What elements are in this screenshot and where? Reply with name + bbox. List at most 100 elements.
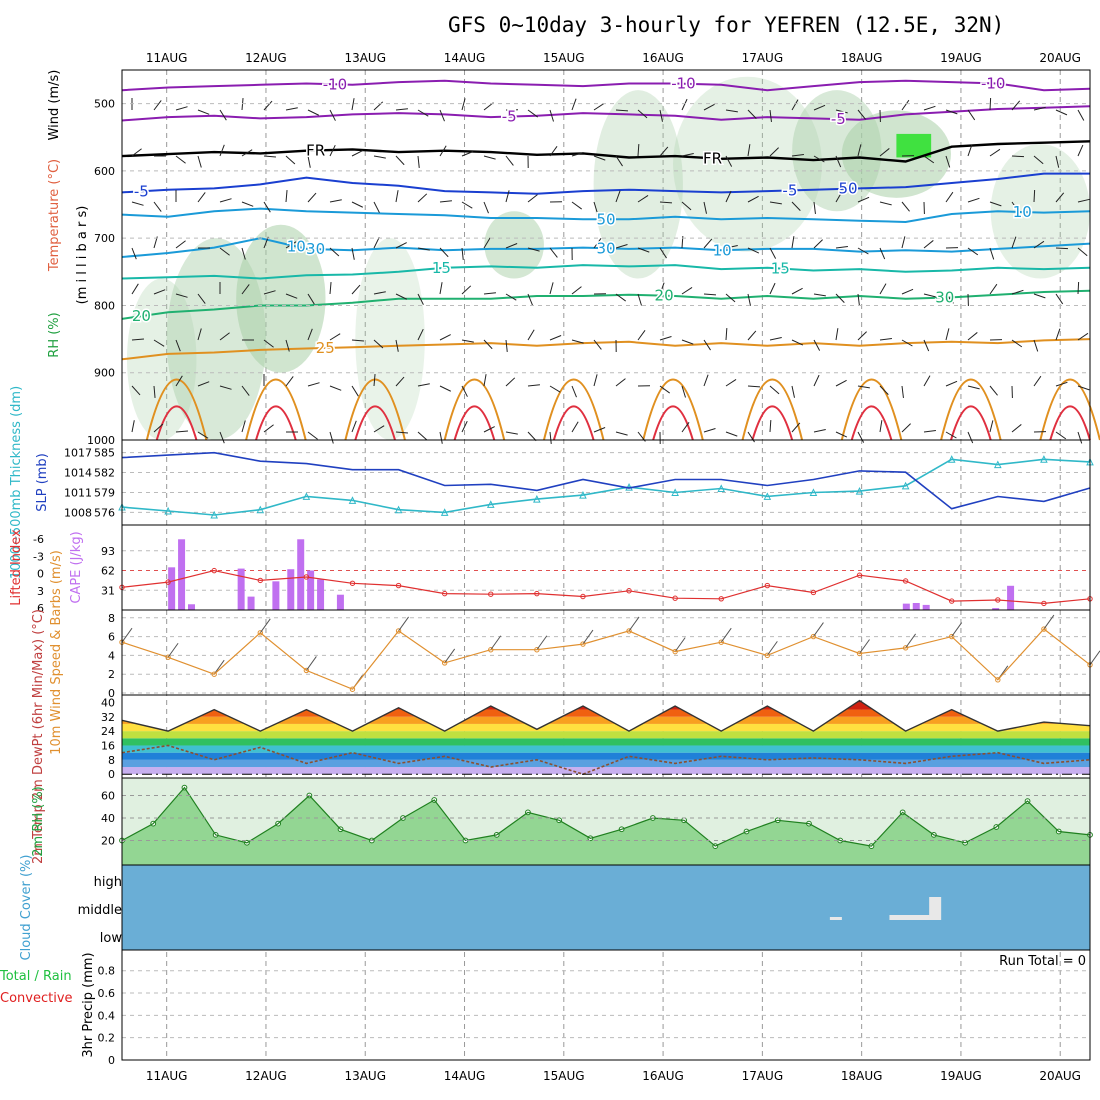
wind-barb (989, 420, 994, 433)
wind-barb (901, 423, 911, 433)
wind-barb (395, 108, 408, 111)
wind-barb (951, 622, 963, 637)
cape-ylabel: CAPE (J/kg) (69, 531, 84, 603)
bottom-date-label: 18AUG (841, 1069, 883, 1083)
wind-barb (1033, 189, 1036, 203)
cape-bar (902, 603, 910, 610)
wind-barb (835, 109, 848, 114)
wind-barb (527, 194, 538, 203)
wind-barb (769, 201, 782, 205)
wind-barb (901, 339, 913, 347)
wind-barb (901, 201, 910, 212)
wind-barb (197, 381, 210, 387)
contour-label: -5 (782, 181, 797, 199)
wind-barb (373, 425, 385, 433)
wind-barb (835, 328, 839, 341)
wind-barb (444, 648, 456, 664)
wind-barb (901, 236, 906, 249)
wind-barb (703, 339, 711, 351)
wind-barb (307, 192, 317, 203)
wind-barb (967, 197, 980, 203)
precip-legend: Total / Rain Convective (0, 969, 73, 1006)
wind-barb (615, 244, 628, 249)
wind-barb (329, 109, 336, 121)
li-tick-label: 0 (37, 568, 44, 581)
wind-barb (1077, 247, 1088, 257)
wind-barb (967, 247, 979, 256)
precip-convective-label: Convective (0, 991, 73, 1006)
wind-barb (835, 191, 843, 203)
precip-tick-label: 0.6 (98, 987, 116, 1000)
wind-barb (153, 423, 164, 433)
wind-barb (131, 385, 141, 396)
dewpoint-line (121, 744, 1091, 776)
isotherm-line (354, 405, 396, 441)
isotherm-line (642, 378, 704, 441)
wind-barb (879, 338, 892, 341)
isotherm-line (121, 140, 1091, 163)
wind-barb (989, 97, 992, 111)
wind-barb (615, 109, 629, 112)
wind-barb (923, 105, 936, 111)
wind-barb (197, 293, 206, 304)
wind-barb (857, 431, 865, 443)
wind-point (349, 686, 356, 692)
top-date-label: 12AUG (245, 51, 287, 65)
cape-tick-label: 31 (101, 584, 115, 597)
contour-label: -5 (831, 110, 846, 128)
wind-barb (923, 339, 930, 352)
wind-barb (1089, 650, 1100, 666)
cloud-ylabel: Cloud Cover (%) (19, 855, 34, 961)
precip-axis-label: 3hr Precip (mm) (81, 952, 96, 1057)
wind-barb (923, 430, 936, 433)
pressure-tick-label: 1000 (87, 434, 115, 447)
wind-barb (813, 429, 826, 433)
wind-barb (923, 240, 934, 249)
wind-barb (417, 193, 428, 203)
wind-barb (417, 293, 424, 305)
wind-barb (1055, 155, 1060, 168)
wind-barb (131, 247, 137, 260)
isotherm-line (155, 405, 198, 441)
wind-barb (901, 288, 914, 295)
contour-label: -10 (671, 75, 696, 93)
wind-barb (131, 201, 144, 206)
wind-barb (901, 385, 904, 398)
wind-barb (329, 247, 340, 257)
wind-barb (813, 155, 825, 163)
wind-barb (373, 339, 384, 349)
wind-barb (461, 285, 472, 295)
bottom-date-labels: 11AUG 12AUG 13AUG 14AUG 15AUG 16AUG 17AUG 18AUG… (146, 1069, 1081, 1083)
wind-barb (747, 385, 761, 388)
wind-barb (703, 155, 716, 162)
wind-barb (131, 338, 144, 341)
wind-point (395, 628, 402, 634)
li-tick-label: -6 (33, 533, 44, 546)
wind-barb (901, 99, 910, 111)
wind-tick-label: 4 (108, 649, 115, 662)
wind-barb (329, 282, 332, 295)
wind-barb (593, 374, 598, 387)
wind-barb (549, 282, 554, 295)
rh-tick-label: 40 (101, 812, 115, 825)
wind-barb (461, 420, 468, 433)
wind-barb (769, 337, 782, 341)
wind-barb (305, 656, 317, 671)
wind-barb (1055, 431, 1067, 440)
wind-barb (527, 431, 537, 442)
rh-ylabel: 2m RH (%) (31, 786, 46, 857)
contour-label: 10 (1013, 203, 1032, 221)
contour-label: 15 (771, 260, 790, 278)
wind-barb (329, 431, 334, 444)
wind-barb (1077, 281, 1080, 295)
pressure-axis-label: (m i l l i b a r s) (75, 206, 90, 305)
wind-barb (813, 622, 824, 637)
wind-barb (263, 100, 273, 111)
top-date-label: 15AUG (543, 51, 585, 65)
wind-barb (1055, 109, 1068, 116)
wind-barb (505, 377, 516, 387)
wind-barb (659, 109, 663, 122)
wind-barb (373, 201, 380, 213)
cape-bar (307, 570, 315, 610)
